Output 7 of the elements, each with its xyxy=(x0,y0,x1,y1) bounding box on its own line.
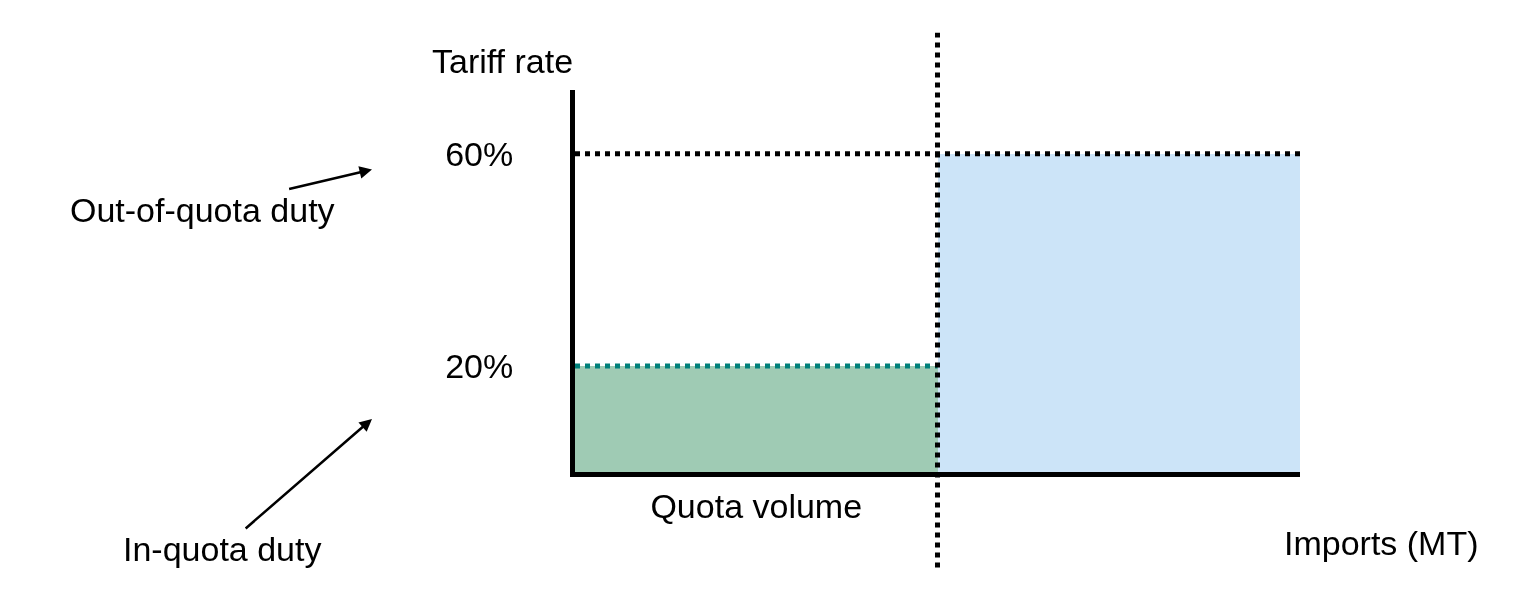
x-axis-title: Imports (MT) xyxy=(1284,524,1479,562)
text: In-quota duty xyxy=(123,530,322,568)
y-tick-label: 60% xyxy=(445,134,514,173)
y-tick-label: 20% xyxy=(445,346,514,385)
text: Out-of-quota duty xyxy=(70,191,335,229)
x-tick-label: Quota volume xyxy=(650,486,863,525)
y-axis-title: Tariff rate xyxy=(432,42,574,80)
